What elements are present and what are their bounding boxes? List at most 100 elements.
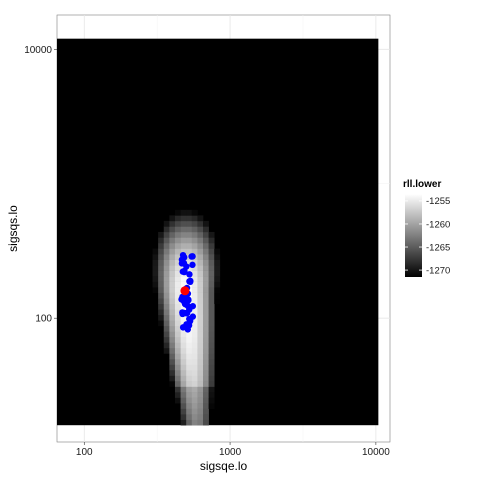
heatmap-tile [197, 309, 204, 316]
heatmap-tile [180, 403, 187, 409]
heatmap-tile [191, 375, 198, 382]
heatmap-tile [191, 215, 198, 222]
heatmap-tile [180, 347, 187, 354]
heatmap-tile [186, 347, 193, 354]
heatmap-tile [197, 314, 204, 321]
heatmap-tile [208, 353, 215, 360]
heatmap-tile [191, 353, 198, 360]
heatmap-tile [174, 281, 181, 288]
heatmap-tile [197, 403, 204, 409]
heatmap-tile [191, 248, 198, 255]
heatmap-tile [169, 237, 176, 244]
heatmap-tile [203, 265, 209, 271]
heatmap-tile [174, 314, 181, 321]
heatmap-tile [158, 287, 165, 293]
heatmap-tile [208, 231, 215, 238]
heatmap-tile [163, 281, 170, 288]
heatmap-tile [186, 237, 193, 244]
heatmap-tile [203, 281, 209, 288]
heatmap-tile [197, 364, 204, 371]
heatmap-tile [197, 386, 204, 393]
heatmap-tile [174, 265, 181, 271]
heatmap-tile [180, 220, 187, 227]
heatmap-tile [186, 209, 193, 216]
heatmap-tile [191, 259, 198, 266]
heatmap-tile [180, 314, 187, 321]
heatmap-tile [158, 320, 165, 327]
heatmap-tile [163, 265, 170, 271]
heatmap-tile [174, 292, 181, 299]
data-point [180, 309, 188, 317]
heatmap-tile [197, 231, 204, 238]
heatmap-tile [208, 303, 215, 310]
heatmap-tile [186, 386, 193, 393]
heatmap-tile [158, 298, 165, 305]
data-point [183, 263, 190, 270]
heatmap-tile [208, 309, 215, 316]
heatmap-tile [180, 237, 187, 244]
heatmap-tile [169, 259, 176, 266]
heatmap-tile [180, 336, 187, 343]
heatmap-tile [174, 231, 181, 238]
heatmap-tile [163, 303, 170, 310]
heatmap-tile [197, 303, 204, 310]
heatmap-tile [197, 358, 204, 365]
heatmap-tile [186, 220, 193, 227]
heatmap-tile [169, 220, 176, 227]
heatmap-tile [208, 298, 215, 305]
heatmap-tile [208, 392, 215, 398]
heatmap-tile [180, 281, 187, 288]
best-point-layer [180, 286, 190, 296]
heatmap-tile [180, 215, 187, 222]
heatmap-tile [174, 336, 181, 343]
heatmap-tile [208, 292, 215, 299]
heatmap-tile [197, 270, 204, 277]
heatmap-tile [169, 358, 176, 365]
heatmap-tile [203, 226, 209, 233]
heatmap-tile [197, 265, 204, 271]
data-point [184, 326, 192, 333]
heatmap-tile [174, 392, 181, 398]
heatmap-tile [208, 254, 215, 260]
heatmap-tile [203, 287, 209, 293]
heatmap-tile [186, 397, 193, 404]
heatmap-tile [186, 231, 193, 238]
heatmap-tile [152, 254, 159, 260]
heatmap-tile [186, 414, 193, 420]
heatmap-tile [180, 226, 187, 233]
heatmap-tile [163, 254, 170, 260]
heatmap-tile [158, 237, 165, 244]
legend-label: -1260 [426, 219, 450, 230]
heatmap-tile [208, 270, 215, 277]
heatmap-tile [152, 276, 159, 282]
heatmap-tile [208, 397, 215, 404]
heatmap-tile [203, 353, 209, 360]
heatmap-tile [152, 259, 159, 266]
data-point [188, 253, 195, 260]
heatmap-tile [203, 369, 209, 376]
heatmap-tile [203, 408, 209, 415]
heatmap-tile [208, 336, 215, 343]
heatmap-tile [203, 292, 209, 299]
heatmap-tile [180, 231, 187, 238]
heatmap-tile [191, 231, 198, 238]
heatmap-tile [197, 347, 204, 354]
heatmap-tile [208, 342, 215, 349]
heatmap-tile [169, 309, 176, 316]
heatmap-tile [186, 369, 193, 376]
heatmap-tile [203, 276, 209, 282]
heatmap-tile [191, 364, 198, 371]
heatmap-tile [203, 298, 209, 305]
heatmap-tile [214, 248, 221, 255]
heatmap-tile [174, 369, 181, 376]
heatmap-tile [158, 309, 165, 316]
heatmap-tile [203, 386, 209, 393]
heatmap-tile [174, 386, 181, 393]
heatmap-tile [186, 215, 193, 222]
data-point [186, 271, 193, 278]
heatmap-tile [186, 419, 193, 426]
heatmap-tile [208, 358, 215, 365]
heatmap-background-tile [57, 38, 379, 426]
heatmap-tile [169, 287, 176, 293]
